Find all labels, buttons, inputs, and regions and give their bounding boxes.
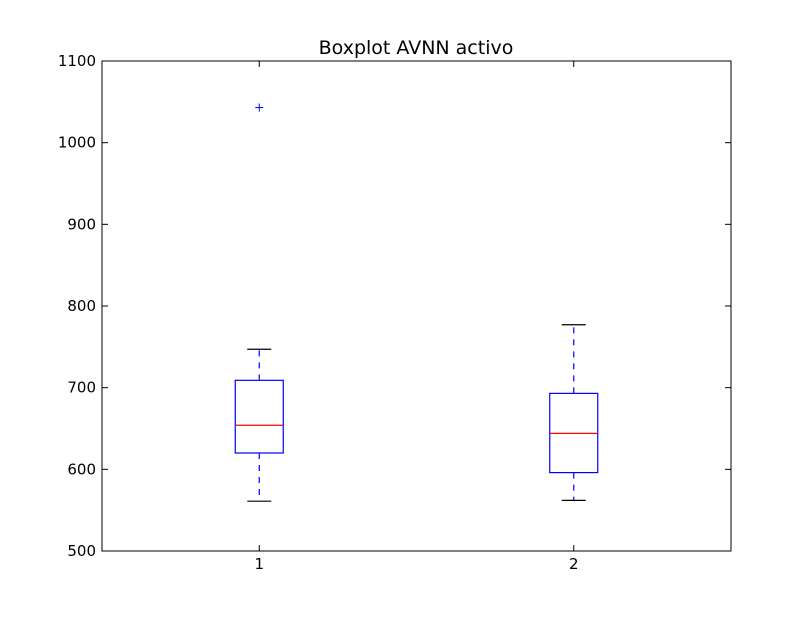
- y-tick-label: 800: [67, 297, 96, 315]
- y-tick-label: 1000: [58, 134, 96, 152]
- y-tick-label: 600: [67, 460, 96, 478]
- box-series: [234, 103, 599, 502]
- y-axis: 500 600 700 800 900 1000 1100: [58, 52, 731, 560]
- y-tick-label: 1100: [58, 52, 96, 70]
- x-tick-label: 2: [569, 555, 579, 573]
- y-tick-label: 900: [67, 215, 96, 233]
- x-tick-label: 1: [254, 555, 264, 573]
- outlier-marker: [255, 103, 264, 112]
- box-1: [234, 103, 284, 502]
- iqr-box: [234, 379, 284, 454]
- box-2: [549, 324, 599, 501]
- y-tick-label: 500: [67, 542, 96, 560]
- y-tick-label: 700: [67, 379, 96, 397]
- chart-title: Boxplot AVNN activo: [319, 37, 514, 59]
- plot-area-frame: [101, 60, 732, 552]
